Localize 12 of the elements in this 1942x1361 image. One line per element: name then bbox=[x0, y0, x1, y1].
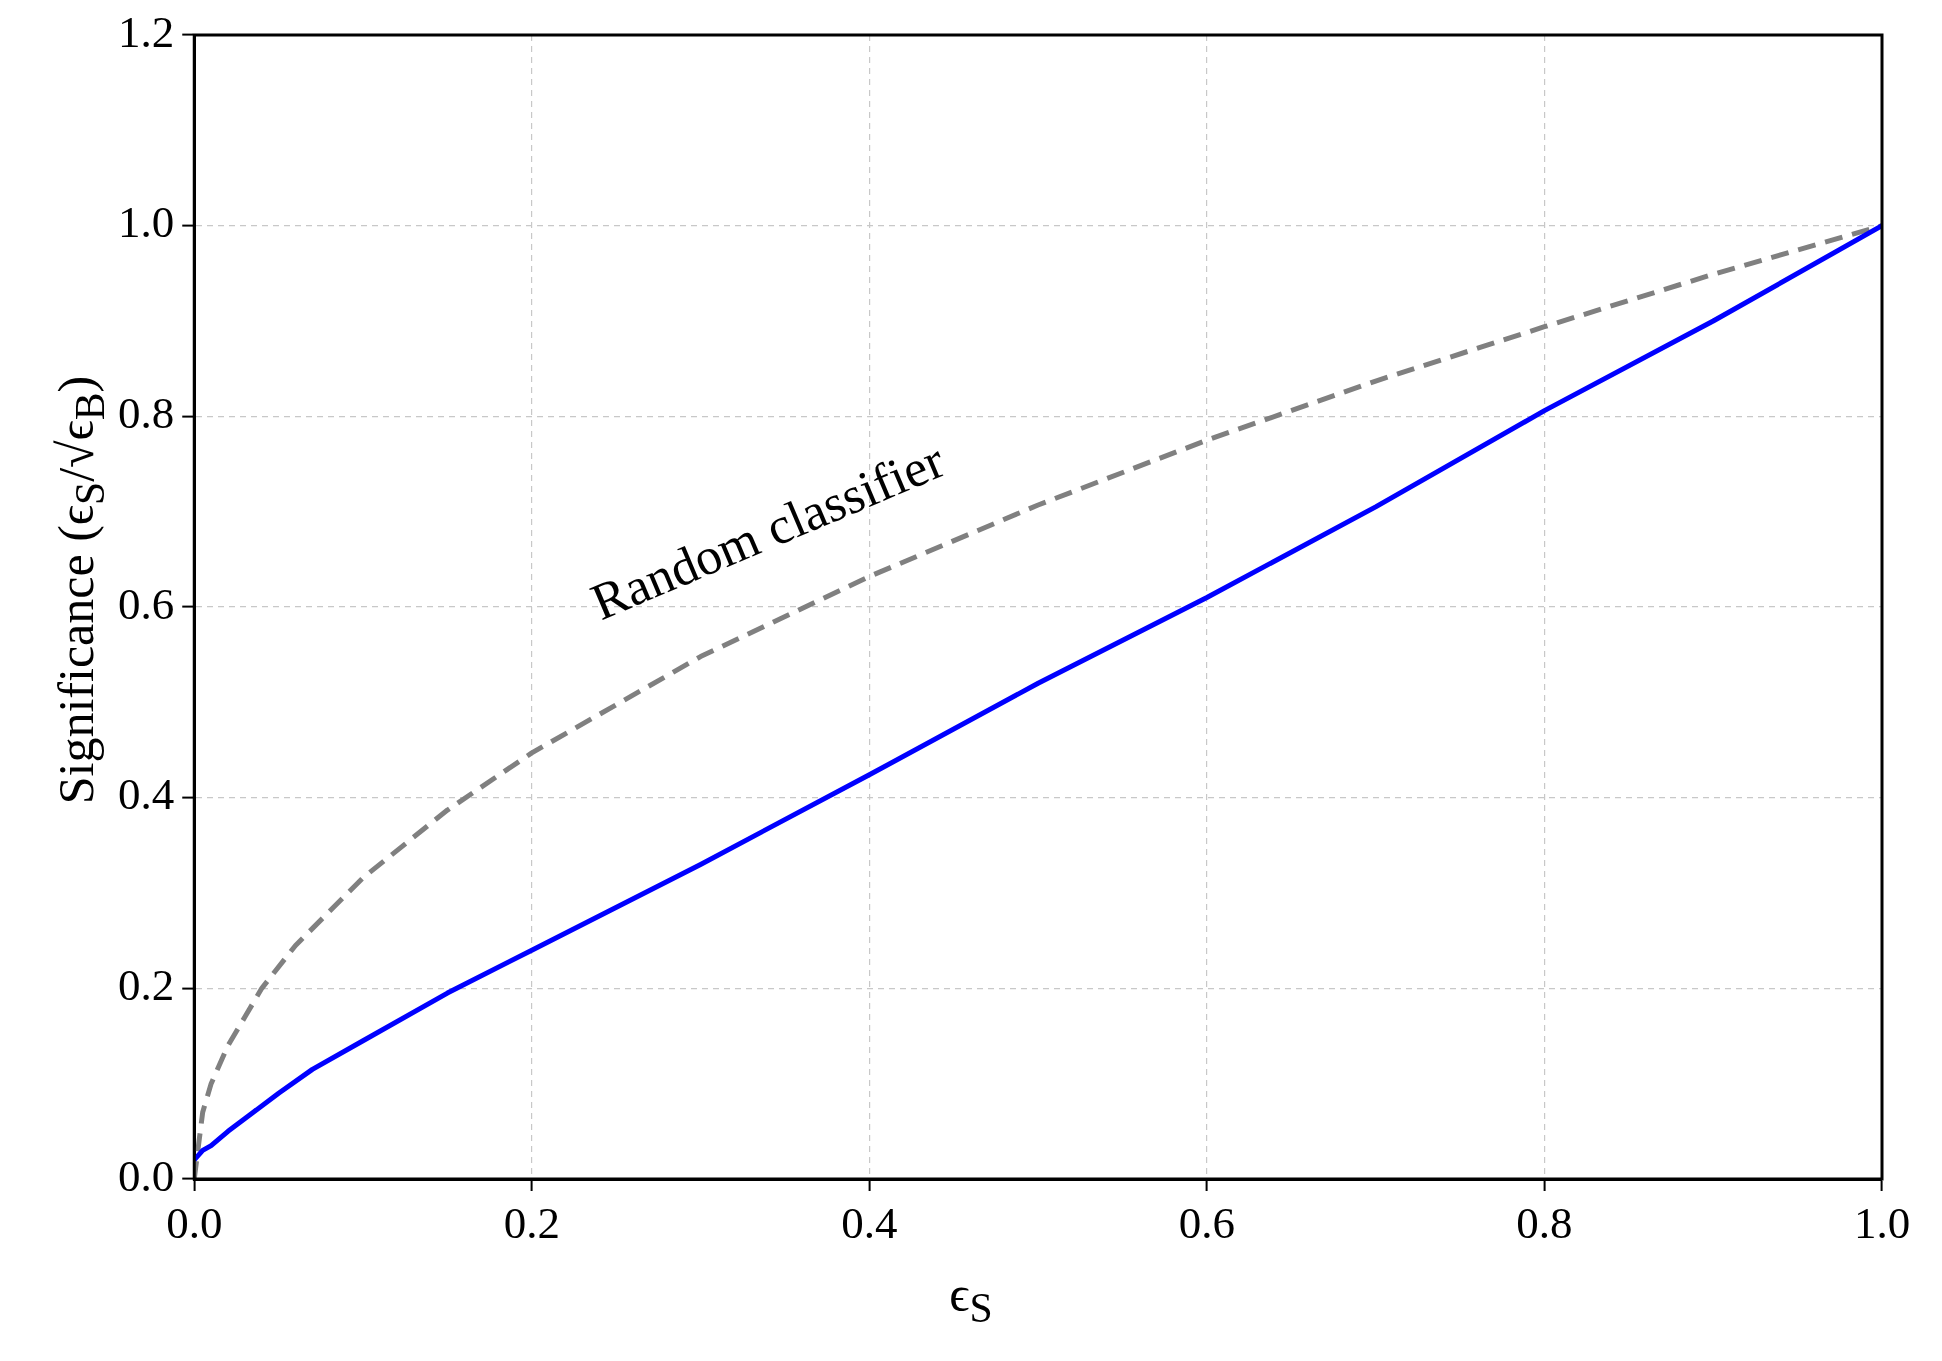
y-tick-label: 0.6 bbox=[118, 578, 175, 629]
y-tick-label: 0.4 bbox=[118, 769, 175, 820]
x-axis-title: ϵ$_{S}$ bbox=[948, 1265, 994, 1332]
y-tick-label: 0.2 bbox=[118, 960, 175, 1011]
x-tick-label: 0.4 bbox=[841, 1197, 898, 1248]
x-tick-label: 0.6 bbox=[1178, 1197, 1236, 1248]
x-tick-label: 0.8 bbox=[1516, 1197, 1573, 1248]
x-tick-label: 0.2 bbox=[503, 1197, 560, 1248]
y-tick-label: 0.8 bbox=[118, 388, 175, 439]
y-tick-label: 1.0 bbox=[118, 197, 175, 248]
x-tick-label: 1.0 bbox=[1853, 1197, 1911, 1248]
y-tick-label: 1.2 bbox=[118, 6, 175, 57]
